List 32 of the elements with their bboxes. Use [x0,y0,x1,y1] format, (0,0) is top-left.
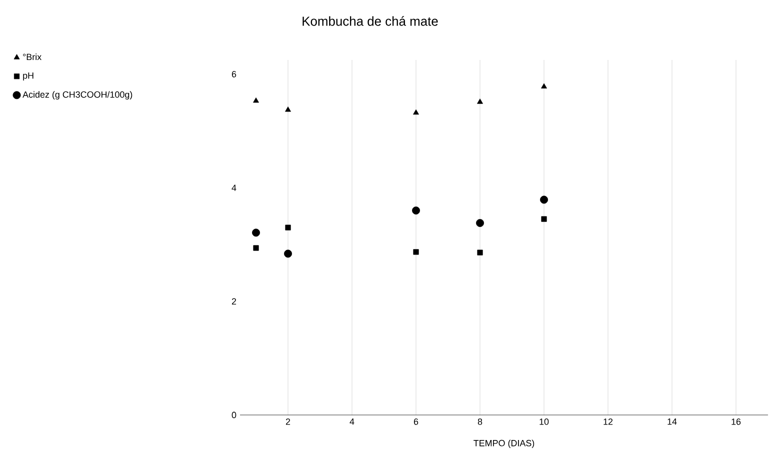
point [476,219,484,227]
point [541,83,547,88]
x-tick-label: 16 [732,418,741,425]
point [285,106,291,112]
point [252,228,260,237]
point [541,216,547,222]
x-axis-title: TEMPO (DIAS) [474,440,534,448]
y-tick-label: 4 [232,184,236,191]
legend-label: °Brix [23,54,42,60]
x-tick-label: 12 [604,418,613,425]
point [285,224,291,230]
y-tick-label: 0 [232,412,236,418]
point [412,206,420,214]
chart-title: Kombucha de chá mate [302,16,438,26]
y-tick-label: 6 [232,71,236,78]
point [413,249,419,255]
point [253,97,259,103]
x-tick-label: 14 [668,418,677,425]
legend-label: Acidez (g CH3COOH/100g) [22,91,132,100]
x-tick-label: 10 [540,418,549,425]
point [477,250,483,256]
point [284,250,292,258]
legend-label: pH [23,72,34,81]
point [253,245,259,251]
point [477,98,483,104]
x-tick-label: 6 [414,418,418,425]
x-tick-label: 2 [286,418,290,425]
y-tick-label: 2 [232,298,236,305]
point [413,109,419,115]
x-tick-label: 4 [350,418,354,425]
point [540,196,548,204]
x-tick-label: 8 [478,418,482,425]
